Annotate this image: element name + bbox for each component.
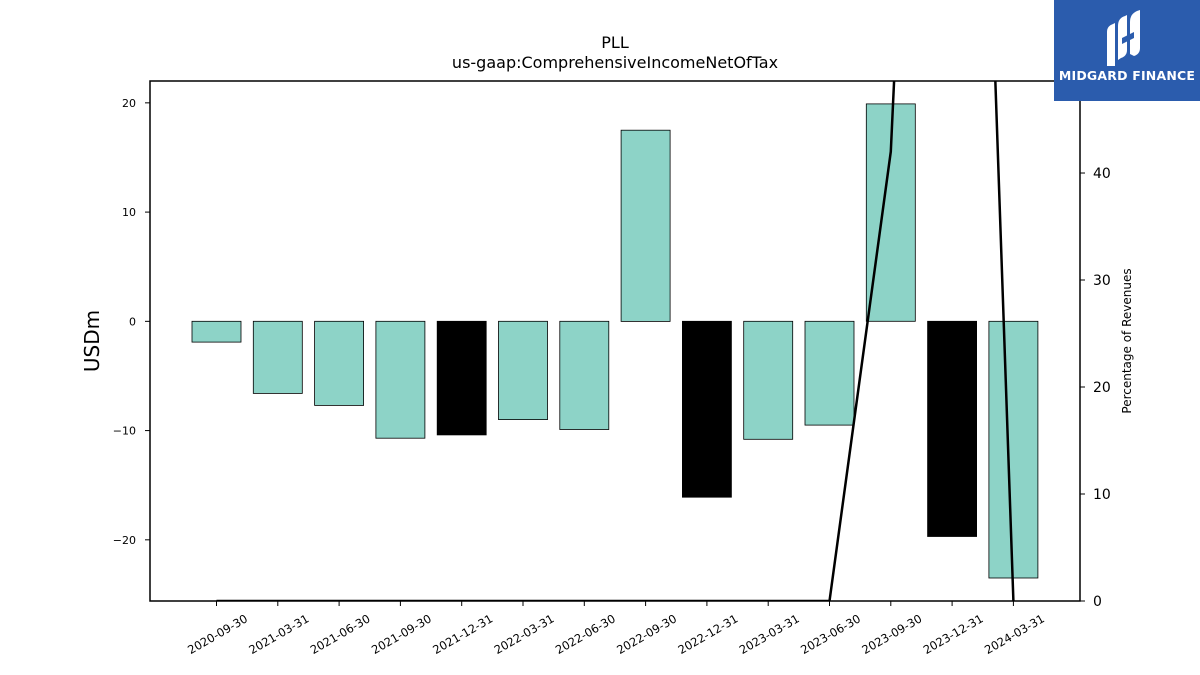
bar-2023-03-31 bbox=[743, 320, 794, 440]
midgard-logo-icon bbox=[1107, 10, 1140, 66]
bar-2021-12-31 bbox=[436, 320, 487, 436]
plot-frame bbox=[149, 80, 1081, 602]
chart-subtitle: us-gaap:ComprehensiveIncomeNetOfTax bbox=[452, 53, 778, 72]
x-tick-label: 2022-09-30 bbox=[614, 611, 679, 657]
y2-tick-label: 10 bbox=[1093, 487, 1111, 503]
bar-2022-03-31 bbox=[498, 320, 548, 420]
x-tick-label: 2023-03-31 bbox=[737, 611, 802, 657]
y-axis-ticks: 20 10 0 −10 −20 bbox=[113, 97, 150, 547]
y-tick-label: 0 bbox=[129, 315, 136, 328]
x-tick-label: 2023-09-30 bbox=[859, 611, 924, 657]
logo-text: MIDGARD FINANCE bbox=[1058, 68, 1196, 83]
bar-2024-03-31 bbox=[988, 320, 1039, 579]
percentage-of-revenues-line bbox=[216, 81, 1015, 601]
bar-2022-06-30 bbox=[559, 320, 610, 430]
y-tick-label: 10 bbox=[122, 206, 136, 219]
x-tick-label: 2022-06-30 bbox=[553, 611, 618, 657]
bar-2023-06-30 bbox=[804, 320, 855, 426]
x-tick-label: 2024-03-31 bbox=[982, 611, 1047, 657]
bar-2023-12-31 bbox=[927, 320, 977, 537]
bar-2020-09-30 bbox=[191, 320, 242, 343]
x-tick-label: 2021-06-30 bbox=[308, 611, 373, 657]
x-axis-ticks: 2020-09-302021-03-312021-06-302021-09-30… bbox=[185, 601, 1047, 657]
x-tick-label: 2023-12-31 bbox=[921, 611, 986, 657]
y2-axis-label: Percentage of Revenues bbox=[1120, 268, 1134, 413]
bar-2021-06-30 bbox=[314, 320, 365, 406]
bar-2021-03-31 bbox=[252, 320, 303, 394]
bar-group bbox=[191, 103, 1039, 579]
brand-logo: MIDGARD FINANCE bbox=[1054, 0, 1200, 101]
y2-tick-label: 20 bbox=[1093, 380, 1111, 396]
y-tick-label: −20 bbox=[113, 534, 136, 547]
y2-axis-ticks: 40 30 20 10 0 bbox=[1080, 166, 1111, 610]
bar-2021-09-30 bbox=[375, 320, 426, 439]
y2-tick-label: 0 bbox=[1093, 594, 1102, 610]
y-axis-label: USDm bbox=[80, 310, 104, 372]
x-tick-label: 2023-06-30 bbox=[798, 611, 863, 657]
x-tick-label: 2021-09-30 bbox=[369, 611, 434, 657]
x-tick-label: 2021-12-31 bbox=[430, 611, 495, 657]
x-tick-label: 2022-12-31 bbox=[676, 611, 741, 657]
y-tick-label: 20 bbox=[122, 97, 136, 110]
x-tick-label: 2020-09-30 bbox=[185, 611, 250, 657]
percentage-line-group bbox=[216, 81, 1015, 601]
chart-title: PLL bbox=[601, 33, 629, 52]
y2-tick-label: 40 bbox=[1093, 166, 1111, 182]
y2-tick-label: 30 bbox=[1093, 273, 1111, 289]
x-tick-label: 2022-03-31 bbox=[492, 611, 557, 657]
bar-2022-09-30 bbox=[620, 129, 671, 322]
bar-2022-12-31 bbox=[682, 320, 732, 498]
y-tick-label: −10 bbox=[113, 425, 136, 438]
x-tick-label: 2021-03-31 bbox=[246, 611, 311, 657]
